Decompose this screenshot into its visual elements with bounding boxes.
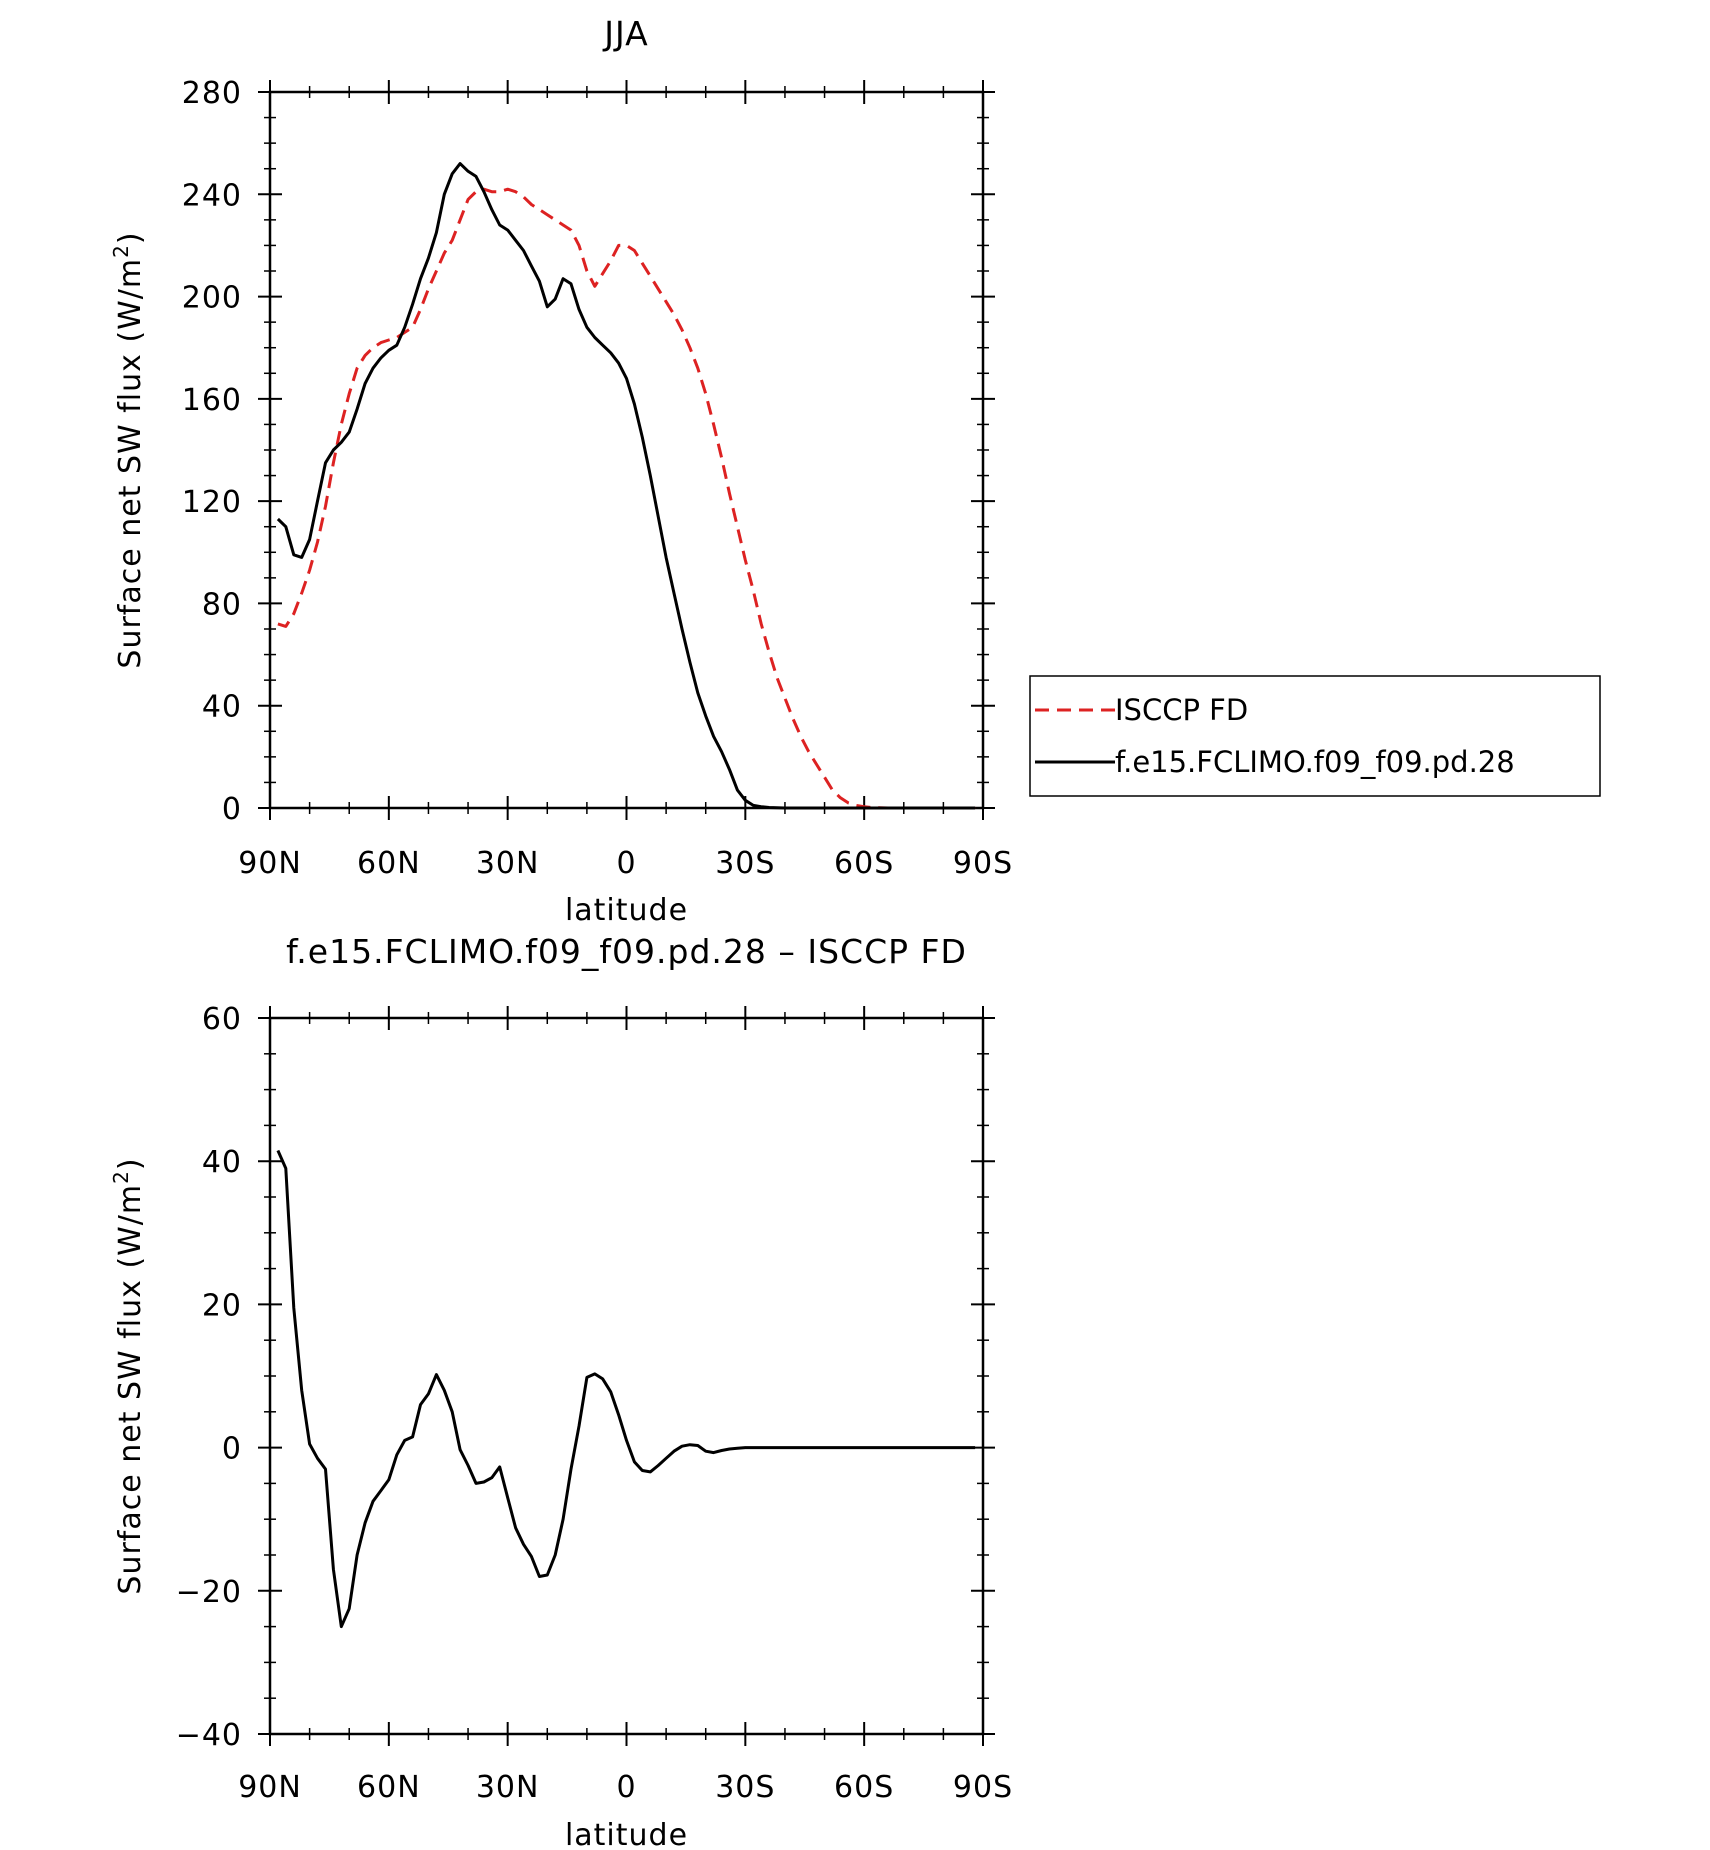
x-tick-label: 30S: [715, 1770, 775, 1805]
y-tick-label: 20: [202, 1288, 242, 1323]
series-line-2: [276, 162, 976, 810]
x-tick-label: 60N: [357, 1770, 421, 1805]
plot-frame: [268, 1016, 985, 1736]
chart-title: JJA: [602, 14, 648, 53]
chart-panel-1: 0 40 80 120 160 200 240 280 90N 60N 30N 0 30S 60S 90S J…: [109, 14, 1601, 928]
x-tick-label: 30N: [476, 846, 540, 881]
y-tick-label: 240: [182, 178, 242, 213]
y-tick-label: 200: [182, 281, 242, 316]
x-tick-label: 30S: [715, 846, 775, 881]
x-tick-label: 60S: [834, 846, 894, 881]
x-tick-label: 60S: [834, 1770, 894, 1805]
y-tick-label: 120: [182, 485, 242, 520]
chart-panel-2: −40 −20 0 20 40 60 90N 60N 30N 0 30S 60S 90S f.e15.FC…: [109, 932, 1013, 1850]
x-tick-label: 90N: [238, 1770, 302, 1805]
x-tick-label: 90N: [238, 846, 302, 881]
y-tick-label: 40: [202, 1145, 242, 1180]
plot-frame: [268, 90, 985, 810]
y-tick-label: 0: [222, 792, 242, 827]
series-line-1: [277, 187, 976, 810]
legend-label-1: ISCCP FD: [1115, 693, 1248, 727]
series-line-1: [276, 1149, 976, 1629]
x-tick-label: 60N: [357, 846, 421, 881]
y-tick-label: 60: [202, 1002, 242, 1037]
x-axis-label: latitude: [565, 1818, 688, 1850]
y-tick-label: 160: [182, 383, 242, 418]
x-tick-label: 0: [616, 1770, 636, 1805]
y-tick-label: 80: [202, 587, 242, 622]
y-tick-label: −40: [176, 1718, 242, 1753]
x-tick-label: 90S: [953, 846, 1013, 881]
x-tick-label: 90S: [953, 1770, 1013, 1805]
legend-box: [1029, 675, 1601, 797]
y-tick-label: −20: [176, 1575, 242, 1610]
legend-label-2: f.e15.FCLIMO.f09_f09.pd.28: [1115, 745, 1515, 779]
x-tick-label: 0: [616, 846, 636, 881]
y-axis-label: Surface net SW flux (W/m2): [109, 231, 148, 668]
legend: ISCCP FD f.e15.FCLIMO.f09_f09.pd.28: [1029, 675, 1601, 797]
chart-title: f.e15.FCLIMO.f09_f09.pd.28 – ISCCP FD: [286, 932, 967, 971]
y-axis-label: Surface net SW flux (W/m2): [109, 1157, 148, 1594]
x-axis-label: latitude: [565, 893, 688, 928]
y-tick-label: 0: [222, 1432, 242, 1467]
y-tick-label: 40: [202, 690, 242, 725]
x-tick-label: 30N: [476, 1770, 540, 1805]
y-tick-label: 280: [182, 76, 242, 111]
